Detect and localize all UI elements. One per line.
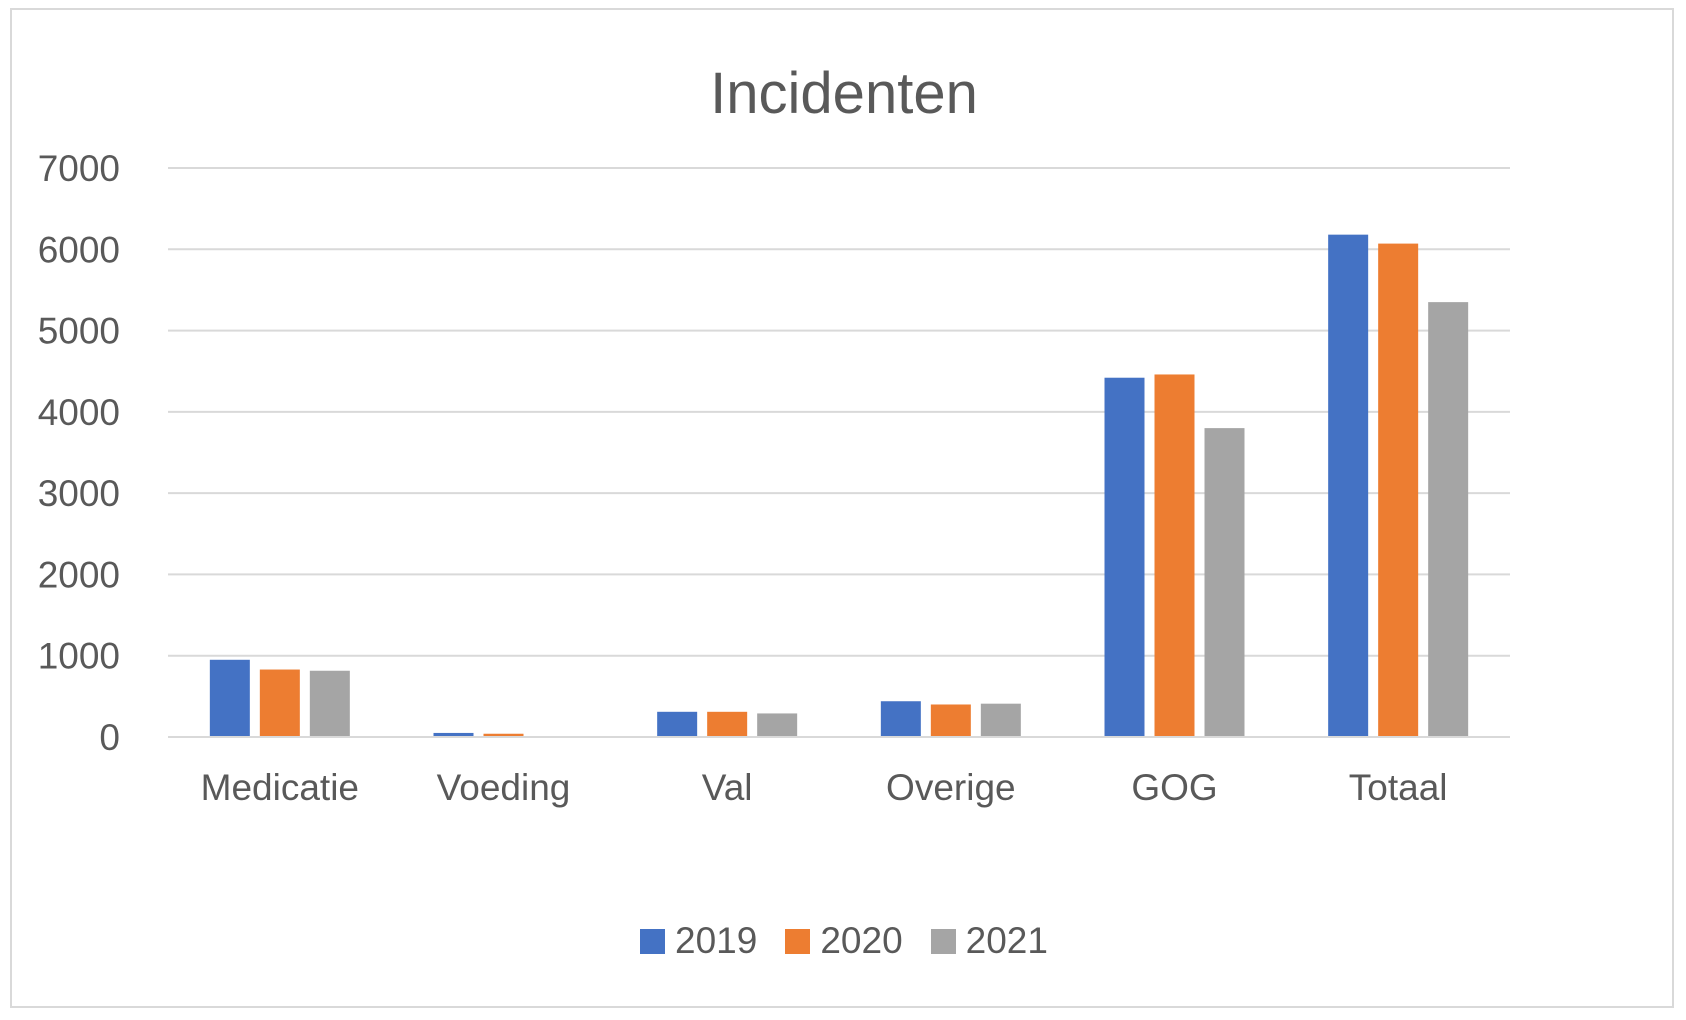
bar-overige-2020 <box>930 704 971 737</box>
legend-item-2020: 2020 <box>785 920 903 962</box>
legend-item-2019: 2019 <box>640 920 757 962</box>
bar-chart: 0 1000 2000 3000 4000 5000 6000 7000 Medicatie Vo… <box>38 148 1510 808</box>
x-tick-label: Overige <box>886 767 1016 808</box>
bar-gog-2020 <box>1154 374 1195 737</box>
y-tick-label: 2000 <box>38 554 120 595</box>
bar-totaal-2020 <box>1378 243 1419 738</box>
bar-voeding-2020 <box>483 733 524 737</box>
legend-swatch <box>930 928 956 954</box>
legend-item-2021: 2021 <box>930 920 1048 962</box>
legend-label: 2020 <box>820 920 903 961</box>
y-tick-label: 7000 <box>38 148 120 189</box>
legend-swatch <box>785 928 811 954</box>
legend-label: 2021 <box>965 920 1048 961</box>
y-tick-label: 4000 <box>38 392 120 433</box>
y-tick-label: 5000 <box>38 311 120 352</box>
bar-val-2020 <box>707 711 748 737</box>
y-tick-label: 3000 <box>38 473 120 514</box>
bar-overige-2021 <box>980 703 1021 737</box>
chart-frame: Incidenten 0 1000 2000 3000 4000 5000 6000 7000… <box>10 8 1674 1008</box>
y-tick-label: 0 <box>99 717 120 758</box>
chart-legend: 2019 2020 2021 <box>12 920 1676 962</box>
bar-voeding-2019 <box>433 732 474 737</box>
bar-medicatie-2021 <box>309 670 350 737</box>
legend-swatch <box>640 928 666 954</box>
bar-gog-2019 <box>1104 377 1145 737</box>
bar-gog-2021 <box>1204 428 1245 737</box>
bar-totaal-2019 <box>1328 234 1369 737</box>
bar-overige-2019 <box>880 701 921 737</box>
x-tick-label: Medicatie <box>201 767 359 808</box>
legend-label: 2019 <box>675 920 758 961</box>
bar-val-2021 <box>757 713 798 737</box>
bar-medicatie-2019 <box>209 659 250 737</box>
x-tick-label: Val <box>702 767 753 808</box>
x-tick-label: Voeding <box>437 767 571 808</box>
chart-title: Incidenten <box>710 61 978 126</box>
x-tick-label: Totaal <box>1349 767 1448 808</box>
bar-medicatie-2020 <box>259 669 300 737</box>
y-tick-label: 1000 <box>38 636 120 677</box>
x-tick-label: GOG <box>1131 767 1217 808</box>
bar-totaal-2021 <box>1428 302 1469 737</box>
bar-val-2019 <box>657 711 698 737</box>
y-tick-label: 6000 <box>38 229 120 270</box>
